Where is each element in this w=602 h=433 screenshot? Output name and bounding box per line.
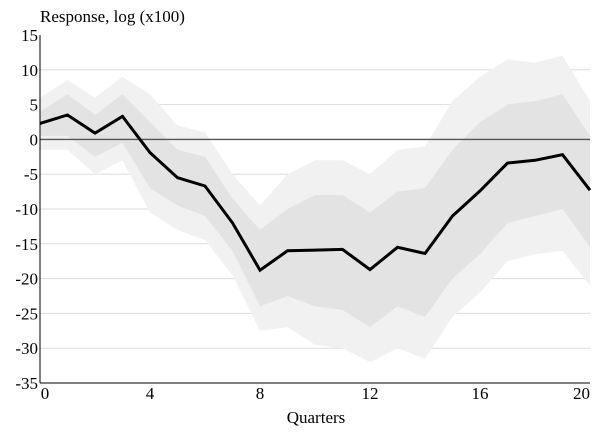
y-tick-labels: 15 10 5 0 -5 -10 -15 -20 -25 -30 -35 bbox=[15, 26, 38, 393]
y-tick-label: -10 bbox=[15, 200, 38, 219]
x-tick-label: 12 bbox=[362, 384, 379, 403]
y-tick-label: -25 bbox=[15, 304, 38, 323]
y-tick-label: 15 bbox=[21, 26, 38, 45]
band-inner bbox=[40, 94, 590, 328]
y-tick-label: 10 bbox=[21, 61, 38, 80]
y-tick-label: -35 bbox=[15, 374, 38, 393]
x-tick-label: 0 bbox=[41, 384, 50, 403]
response-line-group bbox=[39, 113, 592, 273]
x-tick-label: 4 bbox=[146, 384, 155, 403]
y-tick-label: -15 bbox=[15, 235, 38, 254]
x-tick-label: 8 bbox=[256, 384, 265, 403]
y-tick-label: 0 bbox=[30, 130, 39, 149]
y-tick-label: -30 bbox=[15, 339, 38, 358]
x-tick-label: 16 bbox=[472, 384, 489, 403]
axes bbox=[39, 35, 590, 384]
y-tick-label: 5 bbox=[30, 96, 39, 115]
x-tick-labels: 0 4 8 12 16 20 bbox=[41, 384, 590, 403]
response-line bbox=[39, 113, 592, 273]
x-axis-title: Quarters bbox=[287, 408, 346, 427]
confidence-bands bbox=[40, 55, 590, 363]
y-axis-title: Response, log (x100) bbox=[40, 7, 185, 26]
x-tick-label: 20 bbox=[573, 384, 590, 403]
y-tick-label: -5 bbox=[24, 165, 38, 184]
y-tick-label: -20 bbox=[15, 270, 38, 289]
